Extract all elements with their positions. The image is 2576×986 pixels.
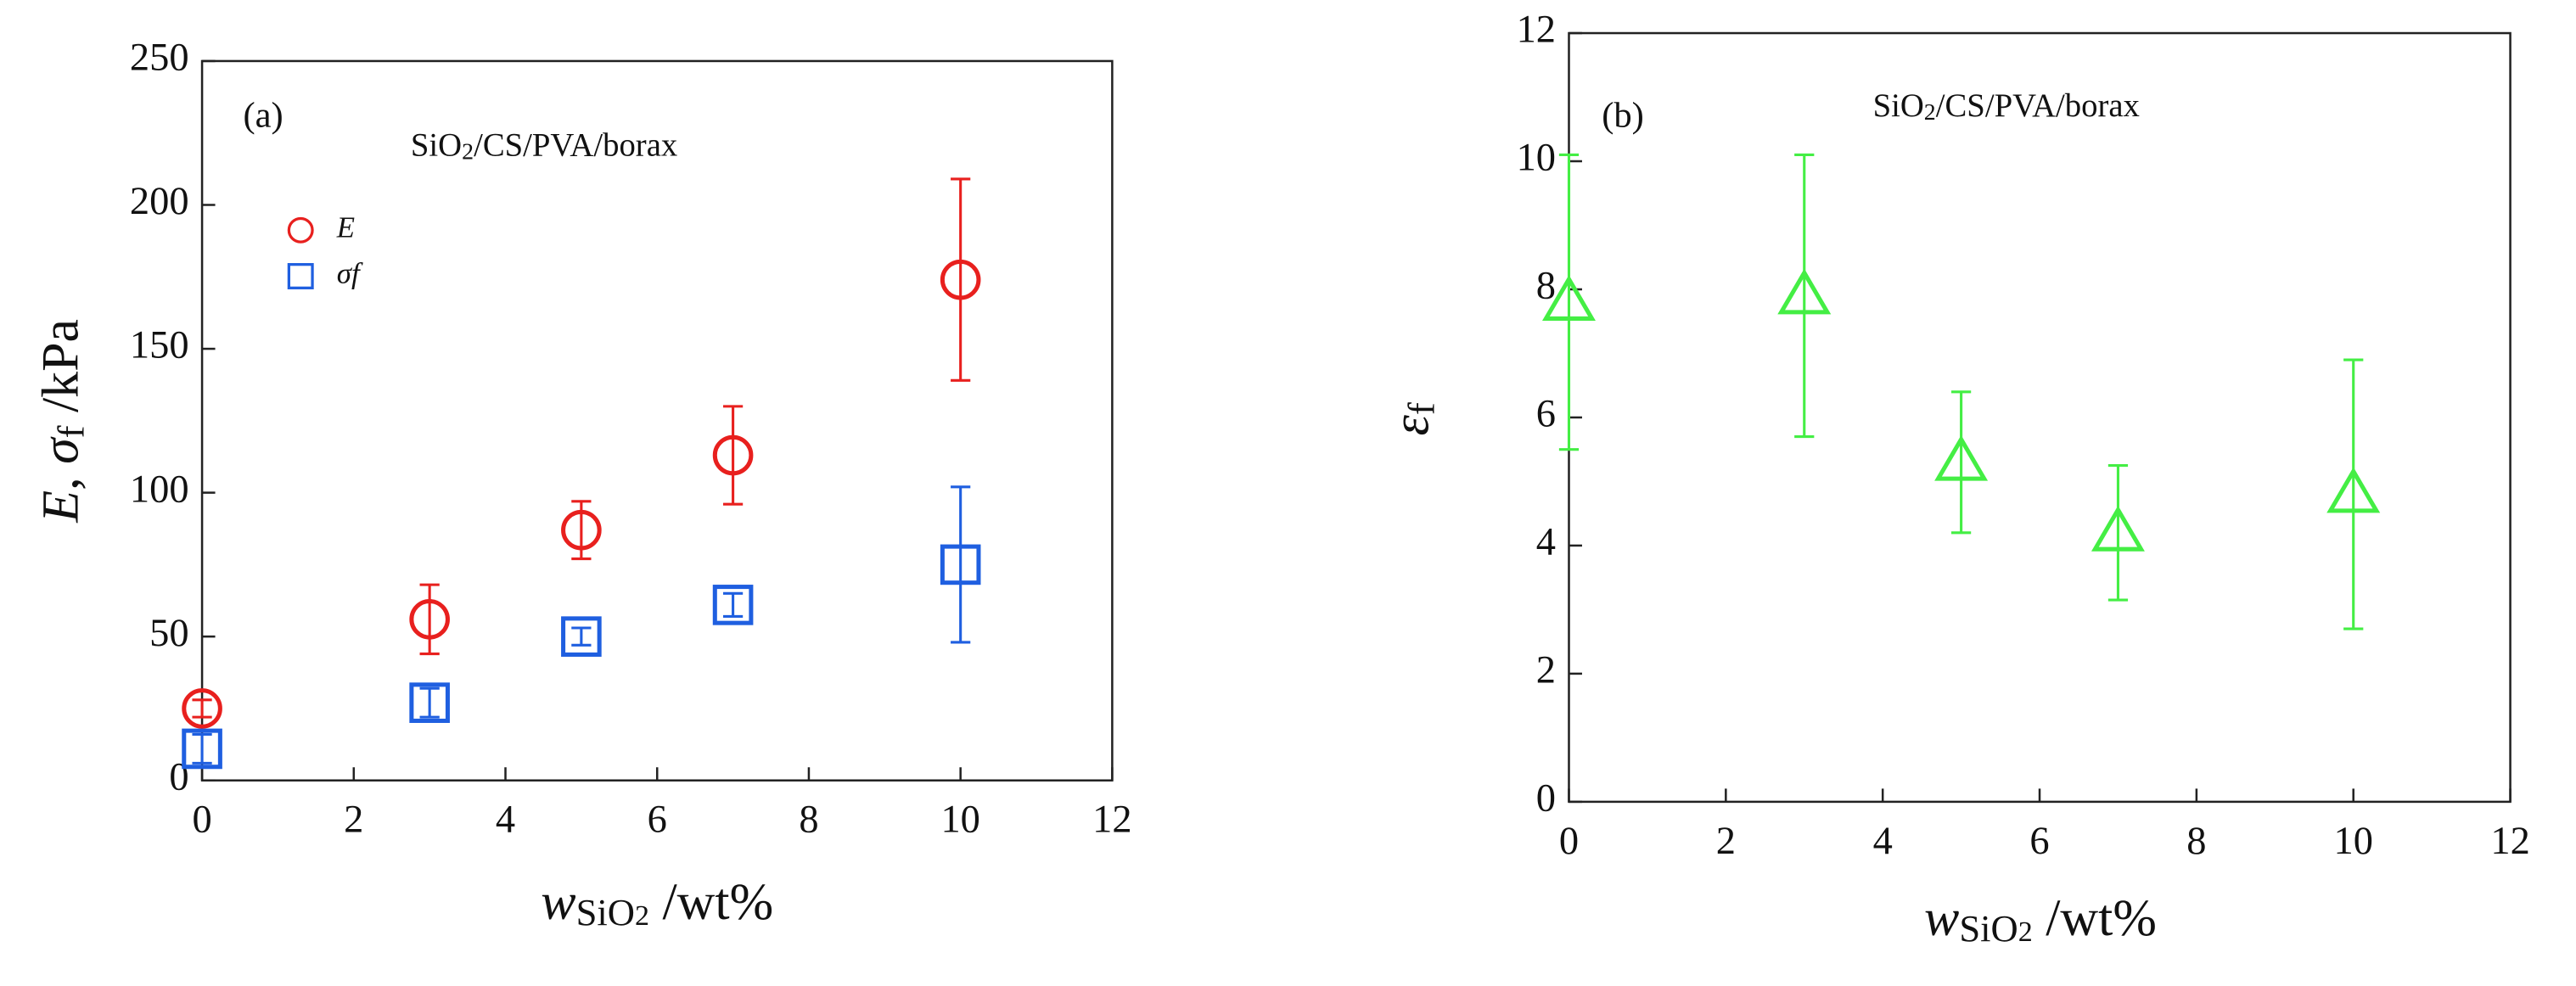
x-tick-label: 0	[1559, 820, 1579, 863]
x-axis-label-part: w	[1924, 889, 1959, 947]
error-bar	[722, 591, 744, 618]
annotation-part: SiO	[1873, 88, 1924, 124]
y-tick-label: 4	[1536, 521, 1556, 564]
marker	[712, 585, 754, 625]
y-tick-label: 50	[149, 612, 188, 655]
marker	[2091, 505, 2145, 552]
legend-marker	[287, 216, 314, 244]
marker	[712, 434, 754, 476]
plot-frame	[1568, 31, 2511, 804]
y-axis-label: E, σf /kPa	[32, 319, 93, 524]
error-bar	[2343, 358, 2364, 630]
legend-label: E	[336, 210, 355, 244]
y-axis-label-part: /kPa	[32, 319, 90, 426]
plot-frame	[200, 59, 1114, 782]
annotation-part: /CS/PVA/borax	[474, 127, 677, 163]
y-tick-label: 12	[1517, 8, 1556, 52]
error-bar	[571, 626, 592, 647]
y-tick-label: 8	[1536, 265, 1556, 308]
y-axis-label-part: f	[1400, 402, 1443, 415]
y-tick-label: 150	[130, 324, 189, 367]
marker	[1777, 268, 1832, 315]
annotation: SiO2/CS/PVA/borax	[1873, 88, 2140, 126]
error-bar	[192, 698, 212, 719]
marker	[940, 544, 981, 585]
x-axis-label-part: SiO	[576, 891, 635, 933]
y-axis-label-part: E	[32, 490, 90, 524]
x-axis-label-part: 2	[635, 900, 649, 932]
y-tick-label: 0	[1536, 777, 1556, 821]
x-tick-label: 4	[496, 798, 515, 842]
x-tick-label: 8	[2186, 820, 2206, 863]
marker	[561, 616, 602, 657]
error-bar	[722, 405, 744, 506]
error-bar	[951, 485, 971, 644]
annotation-part: /CS/PVA/borax	[1936, 88, 2140, 124]
error-bar	[1558, 153, 1580, 451]
x-axis-label-part: 2	[2018, 917, 2033, 949]
marker	[409, 682, 450, 723]
x-axis-label-part: /wt%	[649, 873, 773, 931]
x-axis-label-part: /wt%	[2033, 889, 2157, 947]
y-axis-label-part: ε	[1383, 415, 1440, 436]
y-axis-label-part: f	[50, 425, 93, 438]
y-tick-label: 10	[1517, 137, 1556, 180]
x-tick-label: 10	[2334, 820, 2373, 863]
annotation-part: 2	[462, 139, 474, 165]
marker	[182, 728, 222, 770]
marker	[409, 599, 450, 640]
y-axis-label-part: σ	[32, 436, 90, 464]
marker	[561, 509, 602, 551]
error-bar	[419, 686, 440, 719]
panel-label: (b)	[1602, 95, 1644, 135]
x-tick-label: 6	[648, 798, 667, 842]
legend-label: σf	[337, 257, 363, 290]
y-tick-label: 250	[130, 36, 189, 80]
y-tick-label: 100	[130, 468, 189, 511]
y-tick-label: 200	[130, 180, 189, 223]
error-bar	[419, 583, 440, 656]
x-tick-label: 10	[940, 798, 979, 842]
x-axis-label-part: w	[541, 873, 575, 931]
x-tick-label: 2	[344, 798, 363, 842]
y-tick-label: 2	[1536, 649, 1556, 692]
marker	[182, 688, 222, 729]
error-bar	[1950, 390, 1972, 535]
error-bar	[1794, 153, 1815, 439]
x-axis-label-part: SiO	[1959, 908, 2018, 950]
x-tick-label: 12	[1092, 798, 1131, 842]
marker	[1934, 434, 1989, 481]
annotation-part: SiO	[411, 127, 462, 163]
panel-label: (a)	[243, 95, 283, 135]
x-tick-label: 2	[1716, 820, 1736, 863]
y-axis-label: εf	[1383, 402, 1443, 435]
y-axis-label-part: ,	[32, 464, 90, 490]
x-tick-label: 8	[799, 798, 818, 842]
annotation: SiO2/CS/PVA/borax	[411, 127, 677, 165]
error-bar	[192, 732, 212, 765]
error-bar	[951, 177, 971, 382]
annotation-part: 2	[1924, 99, 1936, 126]
x-axis-label: wSiO2 /wt%	[1924, 889, 2157, 950]
marker	[940, 259, 981, 300]
x-tick-label: 12	[2490, 820, 2529, 863]
legend-marker	[287, 263, 314, 289]
marker	[1542, 274, 1596, 321]
x-tick-label: 6	[2029, 820, 2049, 863]
x-axis-label: wSiO2 /wt%	[541, 873, 773, 933]
marker	[2326, 467, 2381, 513]
x-tick-label: 4	[1873, 820, 1893, 863]
x-tick-label: 0	[192, 798, 211, 842]
y-tick-label: 6	[1536, 393, 1556, 436]
error-bar	[2107, 464, 2129, 602]
